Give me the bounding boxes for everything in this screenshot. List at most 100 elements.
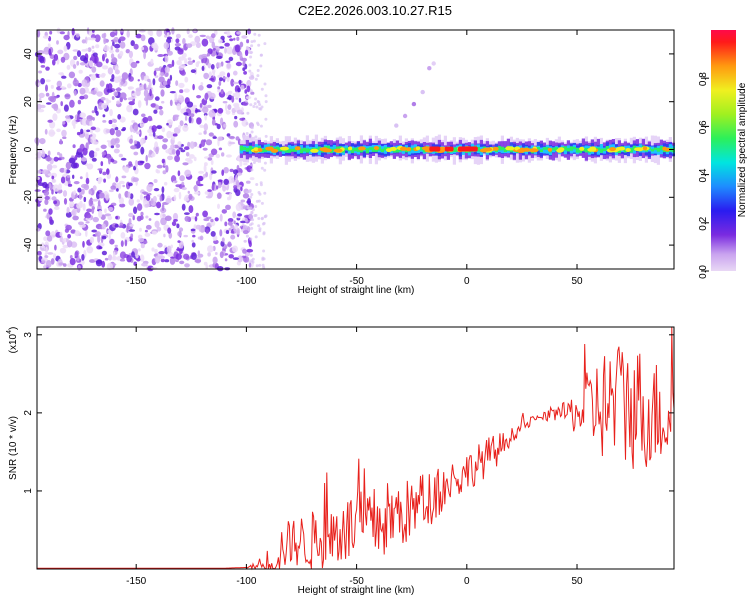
noise-speckle bbox=[85, 229, 88, 237]
noise-speckle bbox=[160, 217, 167, 226]
noise-speckle bbox=[179, 175, 185, 182]
noise-speckle bbox=[73, 123, 76, 129]
signal-band-cell bbox=[536, 147, 540, 150]
noise-speckle bbox=[225, 204, 231, 210]
noise-speckle bbox=[245, 46, 249, 49]
spectrogram-y-label: Frequency (Hz) bbox=[8, 116, 19, 185]
signal-band-cell bbox=[380, 148, 384, 153]
drift-speckle bbox=[420, 89, 425, 95]
noise-speckle bbox=[171, 148, 176, 155]
noise-speckle bbox=[175, 184, 181, 188]
noise-speckle bbox=[79, 112, 86, 118]
noise-speckle bbox=[90, 90, 97, 95]
noise-speckle bbox=[36, 151, 42, 159]
noise-speckle bbox=[232, 257, 239, 260]
noise-speckle bbox=[81, 254, 85, 261]
noise-speckle bbox=[44, 255, 49, 259]
signal-peak bbox=[444, 146, 454, 152]
noise-speckle bbox=[244, 99, 248, 103]
noise-speckle bbox=[39, 97, 42, 103]
noise-speckle bbox=[80, 55, 87, 62]
noise-speckle bbox=[156, 164, 163, 169]
noise-speckle bbox=[126, 104, 133, 113]
noise-speckle bbox=[249, 206, 253, 210]
noise-speckle bbox=[184, 215, 190, 222]
noise-speckle bbox=[139, 254, 145, 262]
noise-speckle bbox=[77, 187, 82, 193]
noise-speckle bbox=[163, 233, 166, 238]
noise-speckle bbox=[198, 170, 205, 174]
noise-speckle bbox=[91, 157, 97, 162]
noise-speckle bbox=[144, 229, 148, 233]
noise-speckle bbox=[82, 203, 86, 211]
noise-speckle bbox=[193, 156, 197, 162]
noise-speckle bbox=[85, 48, 89, 52]
noise-speckle bbox=[216, 123, 221, 130]
noise-speckle bbox=[221, 209, 227, 214]
noise-speckle bbox=[39, 55, 45, 64]
noise-speckle bbox=[192, 234, 196, 238]
noise-speckle bbox=[36, 103, 42, 111]
noise-speckle bbox=[147, 128, 153, 134]
noise-speckle bbox=[118, 153, 123, 158]
noise-speckle bbox=[153, 70, 157, 76]
signal-band-cell bbox=[599, 148, 603, 153]
noise-speckle bbox=[53, 156, 59, 162]
noise-speckle bbox=[175, 33, 181, 39]
noise-speckle bbox=[202, 210, 209, 218]
noise-speckle bbox=[67, 83, 72, 89]
signal-band-cell bbox=[290, 145, 294, 152]
noise-speckle bbox=[195, 61, 200, 68]
noise-speckle bbox=[81, 79, 88, 87]
noise-speckle bbox=[210, 64, 215, 70]
noise-speckle bbox=[225, 230, 230, 234]
noise-speckle bbox=[264, 134, 268, 138]
noise-speckle bbox=[59, 31, 65, 35]
signal-hotspot bbox=[294, 146, 301, 151]
noise-speckle bbox=[143, 89, 149, 98]
noise-speckle bbox=[154, 141, 159, 149]
noise-speckle bbox=[94, 56, 97, 64]
noise-speckle bbox=[259, 64, 263, 68]
noise-speckle bbox=[191, 252, 197, 260]
noise-speckle bbox=[257, 224, 261, 228]
noise-speckle bbox=[263, 168, 267, 172]
noise-speckle bbox=[217, 192, 222, 199]
noise-speckle bbox=[114, 244, 118, 248]
noise-speckle bbox=[87, 137, 91, 145]
noise-speckle bbox=[113, 36, 119, 43]
noise-speckle bbox=[40, 78, 45, 85]
noise-speckle bbox=[130, 61, 138, 69]
noise-speckle bbox=[187, 57, 192, 61]
noise-speckle bbox=[157, 54, 164, 57]
signal-band-cell bbox=[293, 148, 297, 152]
noise-speckle bbox=[245, 234, 249, 238]
noise-speckle bbox=[168, 232, 173, 239]
noise-speckle bbox=[210, 231, 216, 237]
noise-speckle bbox=[254, 213, 258, 217]
noise-speckle bbox=[101, 65, 109, 70]
noise-speckle bbox=[162, 214, 166, 217]
noise-speckle bbox=[45, 246, 48, 255]
noise-speckle bbox=[120, 232, 126, 239]
noise-speckle bbox=[133, 140, 138, 145]
noise-speckle bbox=[235, 61, 242, 67]
noise-speckle bbox=[63, 104, 69, 112]
noise-speckle bbox=[174, 92, 178, 100]
noise-speckle bbox=[243, 71, 248, 75]
noise-speckle bbox=[205, 229, 210, 234]
noise-speckle bbox=[147, 84, 151, 91]
noise-speckle bbox=[43, 208, 47, 212]
noise-speckle bbox=[233, 37, 236, 41]
noise-speckle bbox=[179, 248, 183, 255]
noise-speckle bbox=[235, 179, 240, 188]
noise-speckle bbox=[249, 223, 252, 227]
noise-speckle bbox=[175, 149, 181, 157]
noise-speckle bbox=[203, 130, 207, 135]
noise-speckle bbox=[147, 115, 153, 122]
noise-speckle bbox=[136, 131, 141, 135]
signal-band-cell bbox=[245, 147, 249, 152]
signal-band-cell bbox=[287, 145, 291, 152]
noise-speckle bbox=[164, 259, 170, 263]
signal-hotspot bbox=[642, 146, 648, 151]
